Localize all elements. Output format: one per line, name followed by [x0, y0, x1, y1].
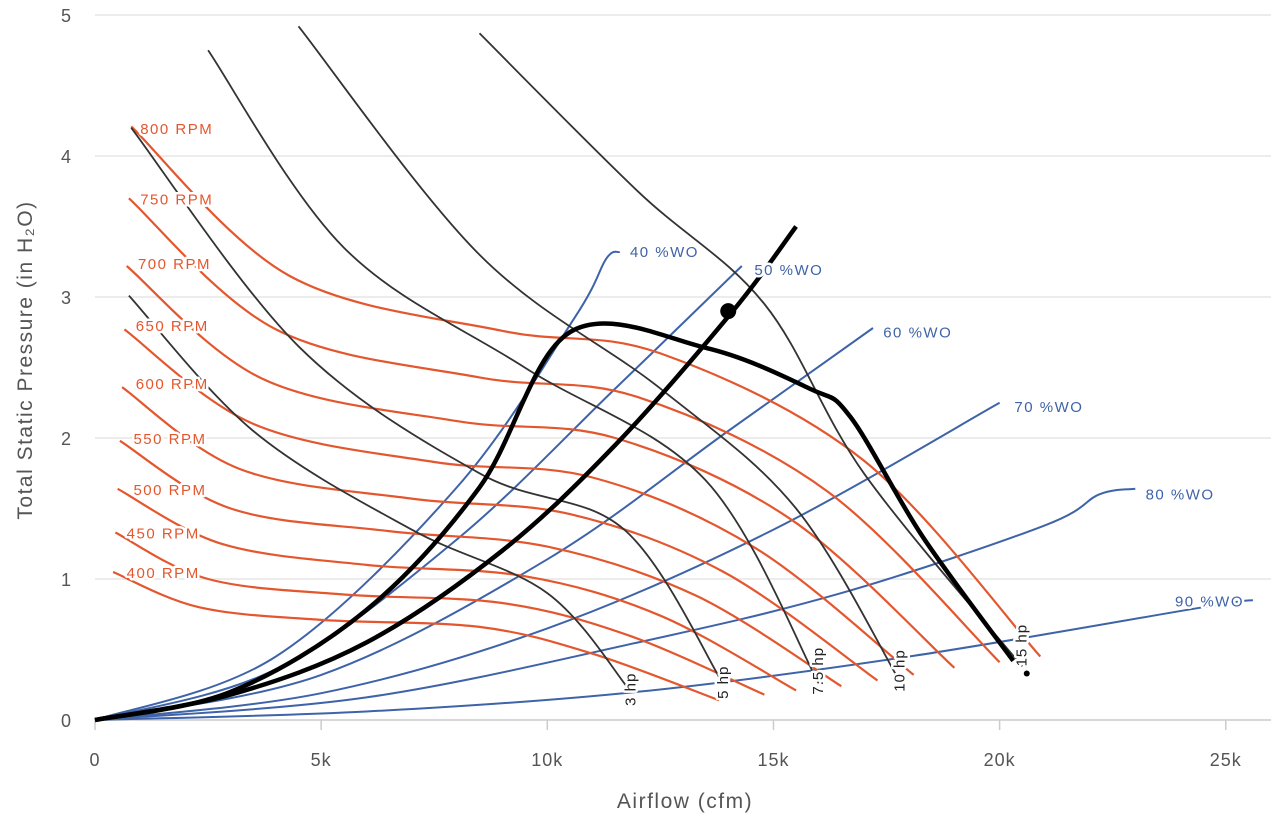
hp-curve — [207, 49, 820, 684]
wo-label: 60 %WO — [883, 324, 952, 341]
x-tick-label: 25k — [1210, 750, 1242, 770]
rpm-label: 400 RPM — [127, 565, 200, 582]
wo-label: 40 %WO — [630, 244, 699, 261]
hp-lines — [128, 25, 1023, 690]
wo-lines — [94, 250, 1254, 721]
y-axis-title: Total Static Pressure (in H₂O) — [14, 200, 37, 519]
wo-curve — [94, 250, 621, 721]
x-tick-label: 10k — [531, 750, 563, 770]
wo-label: 50 %WO — [754, 262, 823, 279]
wo-label: 70 %WO — [1014, 399, 1083, 416]
hp-curve — [297, 25, 901, 683]
curve-labels: 800 RPM 750 RPM 700 RPM 650 RPM 600 RPM 550 R… — [124, 118, 1245, 708]
x-tick-label: 15k — [757, 750, 789, 770]
x-tick-label: 20k — [984, 750, 1016, 770]
hp-label: 5 hp — [715, 666, 732, 699]
operating-point-marker — [720, 303, 737, 320]
rpm-label: 500 RPM — [133, 482, 206, 499]
rpm-label: 700 RPM — [138, 256, 211, 273]
gridlines — [95, 14, 1271, 721]
hp-label: 7.5 hp — [810, 647, 827, 695]
x-tick-label: 5k — [311, 750, 332, 770]
y-tick-label: 4 — [61, 147, 72, 167]
rpm-curve — [123, 328, 915, 676]
axis-ticks: 0 1 2 3 4 5 0 5k 10k 15k 20k 25k — [61, 6, 1242, 770]
hp-curve — [130, 127, 725, 686]
wo-label: 80 %WO — [1146, 486, 1215, 503]
rpm-label: 600 RPM — [136, 376, 209, 393]
hp-label: 10 hp — [892, 649, 909, 692]
envelope-curve — [94, 225, 798, 723]
rpm-curve — [130, 125, 1042, 658]
hp-curve — [478, 32, 1023, 667]
rpm-curve — [112, 570, 720, 702]
rpm-label: 750 RPM — [140, 191, 213, 208]
x-tick-label: 0 — [89, 750, 100, 770]
rpm-curve — [125, 265, 956, 669]
hp-label: 15 hp — [1014, 624, 1031, 667]
wo-curve — [94, 599, 1254, 721]
rpm-label: 450 RPM — [127, 525, 200, 542]
rpm-curve — [121, 386, 879, 682]
rpm-curve — [114, 531, 765, 696]
hp-label: 3 hp — [623, 673, 640, 706]
envelope-lines — [94, 225, 1030, 723]
rpm-curve — [117, 487, 797, 692]
rpm-curve — [119, 439, 842, 688]
rpm-lines — [112, 125, 1042, 702]
wo-curve — [94, 487, 1136, 721]
envelope-curve — [94, 321, 1016, 723]
hp-curve — [128, 294, 630, 690]
rpm-curve — [128, 197, 1001, 663]
wo-label: 90 %WO — [1175, 594, 1244, 611]
wo-curve — [94, 265, 743, 721]
rpm-label: 650 RPM — [136, 318, 209, 335]
rpm-label: 550 RPM — [133, 431, 206, 448]
y-tick-label: 2 — [61, 429, 72, 449]
wo-curve — [94, 401, 1001, 721]
y-tick-label: 1 — [61, 570, 72, 590]
y-tick-label: 5 — [61, 6, 72, 26]
y-tick-label: 0 — [61, 711, 72, 731]
rpm-label: 800 RPM — [140, 121, 213, 138]
y-tick-label: 3 — [61, 288, 72, 308]
hp-endpoint-marker — [1023, 670, 1030, 677]
wo-curve — [94, 327, 874, 721]
x-axis-title: Airflow (cfm) — [617, 790, 753, 813]
